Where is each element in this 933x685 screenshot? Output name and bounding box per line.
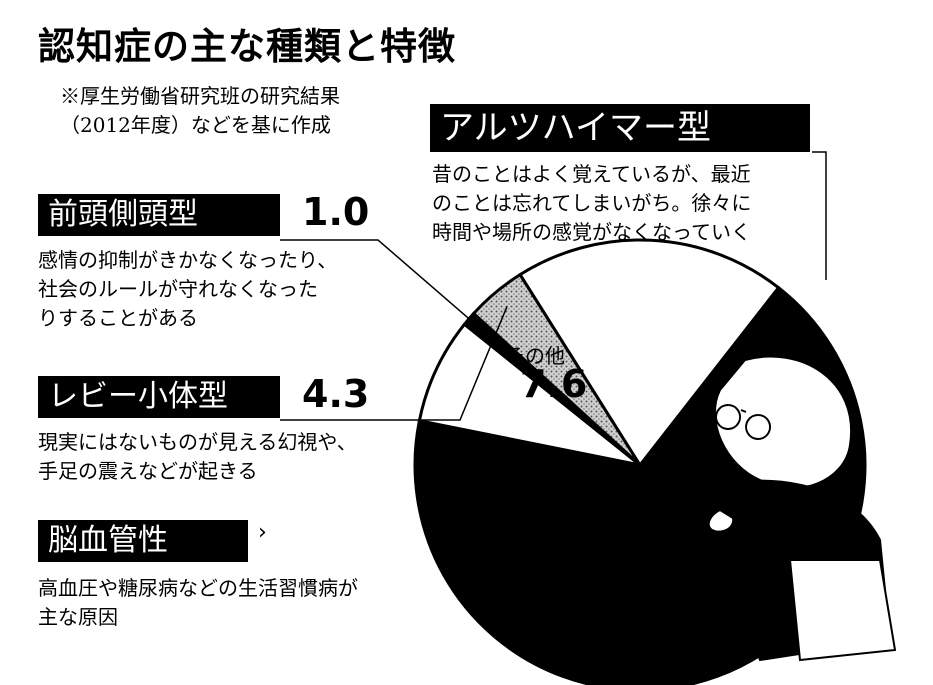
other-label: その他 — [505, 344, 565, 368]
elderly-person-illustration — [698, 355, 897, 665]
leader-lines — [280, 151, 827, 421]
source-note-line-1: ※厚生労働省研究班の研究結果 — [60, 84, 340, 108]
frontotemporal-desc-line-3: りすることがある — [38, 306, 198, 330]
vascular-pointer: › — [258, 520, 267, 545]
leader-alzheimer — [812, 151, 827, 280]
frontotemporal-percent: 1.0 — [302, 190, 370, 234]
lewy-percent: 4.3 — [302, 372, 370, 416]
alzheimer-description: 昔のことはよく覚えているが、最近 のことは忘れてしまいがち。徐々に 時間や場所の… — [432, 160, 751, 247]
pie-slice-4 — [518, 238, 781, 468]
leader-lewy — [280, 306, 508, 421]
label-vascular: 脳血管性 — [38, 520, 248, 562]
page-title: 認知症の主な種類と特徴 — [38, 25, 456, 68]
source-note: ※厚生労働省研究班の研究結果 （2012年度）などを基に作成 — [60, 82, 340, 140]
alzheimer-desc-line-1: 昔のことはよく覚えているが、最近 — [432, 162, 751, 186]
lewy-description: 現実にはないものが見える幻視や、 手足の震えなどが起きる — [38, 428, 357, 486]
alzheimer-percent: 67.6% — [612, 300, 744, 344]
label-lewy: レビー小体型 — [38, 376, 280, 418]
vascular-desc-line-2: 主な原因 — [38, 605, 118, 629]
lewy-desc-line-1: 現実にはないものが見える幻視や、 — [38, 430, 357, 454]
label-alzheimer: アルツハイマー型 — [430, 104, 810, 152]
frontotemporal-desc-line-1: 感情の抑制がきかなくなったり、 — [38, 248, 338, 272]
pie-slice-1 — [417, 322, 641, 467]
frontotemporal-desc-line-2: 社会のルールが守れなくなった — [38, 277, 318, 301]
label-frontotemporal: 前頭側頭型 — [38, 194, 280, 236]
frontotemporal-description: 感情の抑制がきかなくなったり、 社会のルールが守れなくなった りすることがある — [38, 246, 337, 333]
vascular-description: 高血圧や糖尿病などの生活習慣病が 主な原因 — [38, 574, 358, 632]
alzheimer-desc-line-3: 時間や場所の感覚がなくなっていく — [432, 220, 751, 244]
alzheimer-desc-line-2: のことは忘れてしまいがち。徐々に — [432, 191, 752, 215]
leader-frontotemporal — [280, 239, 484, 332]
lewy-desc-line-2: 手足の震えなどが起きる — [38, 459, 258, 483]
vascular-desc-line-1: 高血圧や糖尿病などの生活習慣病が — [38, 576, 358, 600]
other-percent: 7.6 — [520, 362, 588, 406]
source-note-line-2: （2012年度）などを基に作成 — [60, 113, 331, 137]
